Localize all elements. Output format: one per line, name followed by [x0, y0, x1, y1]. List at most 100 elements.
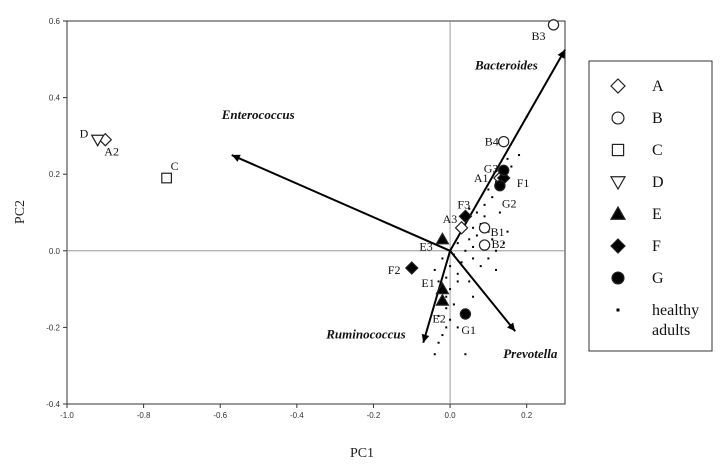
sample-label: D	[80, 127, 89, 141]
healthy-adult-point	[445, 307, 448, 310]
healthy-adult-point	[449, 318, 452, 321]
x-axis-title: PC1	[350, 446, 374, 461]
healthy-adult-point	[483, 215, 486, 218]
x-tick-label: -0.2	[367, 411, 381, 420]
healthy-adult-point	[441, 334, 444, 337]
healthy-adult-point	[472, 295, 475, 298]
loading-vector-line	[422, 250, 452, 344]
healthy-adult-point	[491, 238, 494, 241]
sample-marker	[498, 164, 510, 177]
healthy-adult-point	[437, 341, 440, 344]
sample-label: E1	[421, 276, 434, 290]
sample-label: A1	[474, 171, 489, 185]
healthy-adult-point	[456, 242, 459, 245]
sample-label: B3	[532, 29, 546, 43]
sample-marker	[498, 135, 510, 148]
healthy-adult-point	[498, 211, 501, 214]
x-tick-label: -1.0	[60, 411, 74, 420]
x-tick-label: 0.2	[521, 411, 533, 420]
loading-vector-line	[231, 154, 451, 252]
healthy-adult-point	[445, 276, 448, 279]
x-tick-label: 0.0	[445, 411, 457, 420]
y-axis-title: PC2	[13, 200, 28, 224]
healthy-adult-point	[449, 265, 452, 268]
sample-marker	[161, 172, 173, 184]
healthy-adult-point	[437, 314, 440, 317]
legend-marker	[610, 78, 626, 94]
loading-vector-arrowhead	[557, 49, 565, 59]
healthy-adult-point	[445, 326, 448, 329]
legend-label: E	[652, 206, 662, 223]
healthy-adult-point	[518, 154, 521, 157]
healthy-adult-point	[495, 249, 498, 252]
y-tick-label: -0.2	[46, 323, 60, 332]
healthy-adult-point	[433, 353, 436, 356]
sample-label: G3	[484, 161, 499, 175]
y-tick-label: 0.4	[49, 94, 61, 103]
healthy-adult-point	[475, 211, 478, 214]
healthy-adult-point	[456, 280, 459, 283]
legend-label: G	[652, 270, 664, 287]
healthy-adult-point	[495, 268, 498, 271]
healthy-adult-point	[464, 249, 467, 252]
sample-marker	[459, 308, 472, 320]
healthy-adult-point	[468, 207, 471, 210]
healthy-adult-point	[479, 265, 482, 268]
legend-marker	[609, 176, 627, 191]
sample-label: F3	[457, 197, 470, 211]
healthy-adult-point	[487, 188, 490, 191]
y-tick-label: -0.4	[46, 400, 60, 409]
y-tick-label: 0.2	[49, 170, 61, 179]
sample-label: G1	[461, 323, 476, 337]
legend-label: healthy	[652, 302, 699, 319]
sample-marker	[435, 293, 450, 306]
healthy-adult-point	[441, 257, 444, 260]
healthy-adult-point	[506, 157, 509, 160]
x-tick-label: -0.8	[137, 411, 151, 420]
healthy-adult-point	[506, 230, 509, 233]
legend-box	[588, 60, 713, 352]
sample-marker	[90, 134, 105, 147]
sample-marker	[458, 209, 473, 224]
loading-vector-line	[449, 250, 516, 332]
loading-vector-arrowhead	[421, 333, 430, 343]
sample-label: B4	[485, 135, 499, 149]
healthy-adult-points	[433, 115, 528, 356]
healthy-adult-point	[460, 261, 463, 264]
healthy-adult-point	[491, 196, 494, 199]
sample-label: A3	[443, 212, 458, 226]
legend-label: adults	[652, 322, 690, 339]
sample-label: G2	[502, 197, 517, 211]
loading-vector-label: Bacteroides	[474, 58, 538, 73]
healthy-adult-point	[456, 326, 459, 329]
loading-vector-label: Enterococcus	[221, 107, 295, 122]
healthy-adult-point	[502, 242, 505, 245]
sample-marker	[454, 220, 469, 235]
axis-ticks: -1.0 -0.8 -0.6 -0.4 -0.2 0.0 0.2 -0.4 -0.2 0.0 0.2…	[46, 17, 533, 420]
plot-frame	[66, 20, 566, 405]
healthy-adult-point	[475, 234, 478, 237]
healthy-adult-point	[452, 303, 455, 306]
sample-label: E2	[432, 312, 445, 326]
healthy-adult-point	[437, 280, 440, 283]
sample-marker	[494, 179, 506, 192]
sample-marker	[478, 222, 491, 234]
legend-label: B	[652, 110, 663, 127]
y-tick-label: 0.0	[49, 247, 61, 256]
sample-label: C	[171, 159, 179, 173]
healthy-adult-point	[456, 272, 459, 275]
healthy-adult-point	[433, 268, 436, 271]
legend-marker	[611, 143, 625, 157]
healthy-adult-point	[468, 238, 471, 241]
sample-marker	[435, 232, 450, 245]
healthy-adult-point	[472, 226, 475, 229]
loading-vector-arrowhead	[507, 322, 516, 332]
legend-label: F	[652, 238, 661, 255]
sample-label: B1	[491, 225, 505, 239]
sample-label: F2	[388, 263, 401, 277]
healthy-adult-point	[449, 288, 452, 291]
loading-vector-label: Ruminococcus	[325, 327, 405, 342]
legend-label: A	[652, 78, 664, 95]
